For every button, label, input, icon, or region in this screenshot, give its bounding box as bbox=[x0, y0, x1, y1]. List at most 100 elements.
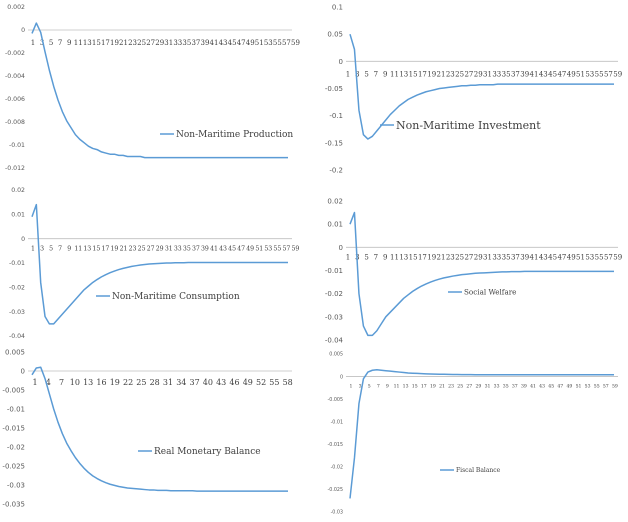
y-tick-label: -0.025 bbox=[2, 462, 25, 470]
x-tick-label: 55 bbox=[269, 378, 279, 387]
y-tick-label: -0.15 bbox=[325, 139, 343, 147]
x-tick-label: 33 bbox=[494, 384, 500, 390]
x-tick-label: 39 bbox=[201, 246, 209, 253]
x-tick-label: 47 bbox=[557, 70, 566, 78]
x-tick-label: 45 bbox=[228, 39, 237, 47]
x-tick-label: 55 bbox=[273, 246, 281, 253]
x-tick-label: 31 bbox=[483, 253, 492, 261]
y-tick-label: 0.02 bbox=[327, 197, 343, 205]
x-tick-label: 33 bbox=[173, 39, 182, 47]
x-tick-label: 1 bbox=[350, 384, 353, 390]
x-tick-label: 17 bbox=[418, 70, 427, 78]
x-tick-label: 3 bbox=[355, 70, 359, 78]
x-tick-label: 49 bbox=[246, 39, 255, 47]
x-tick-label: 57 bbox=[282, 39, 291, 47]
x-tick-label: 1 bbox=[31, 246, 35, 253]
x-tick-label: 41 bbox=[530, 384, 536, 390]
x-tick-label: 53 bbox=[585, 70, 594, 78]
x-tick-label: 43 bbox=[539, 253, 548, 261]
y-tick-label: -0.02 bbox=[9, 285, 25, 292]
x-tick-label: 46 bbox=[229, 378, 239, 387]
x-tick-label: 53 bbox=[264, 39, 273, 47]
x-tick-label: 31 bbox=[164, 39, 173, 47]
x-tick-label: 40 bbox=[203, 378, 213, 387]
x-tick-label: 21 bbox=[439, 384, 445, 390]
x-tick-label: 21 bbox=[437, 253, 446, 261]
x-tick-label: 51 bbox=[576, 384, 582, 390]
chart-panel-social-welfare: 0.020.010-0.01-0.02-0.03-0.041 3 5 7 9 11 13 15… bbox=[325, 197, 622, 344]
y-tick-label: 0.002 bbox=[7, 4, 25, 11]
x-tick-label: 43 bbox=[216, 378, 226, 387]
x-tick-label: 28 bbox=[150, 378, 160, 387]
x-tick-label: 15 bbox=[409, 70, 418, 78]
y-tick-label: -0.006 bbox=[5, 96, 25, 103]
x-tick-label: 11 bbox=[390, 70, 399, 78]
x-tick-label: 1 bbox=[346, 70, 350, 78]
x-tick-label: 7 bbox=[58, 39, 62, 47]
y-tick-label: -0.03 bbox=[325, 313, 343, 321]
x-tick-label: 49 bbox=[567, 70, 576, 78]
y-tick-label: -0.005 bbox=[328, 397, 343, 403]
y-tick-label: -0.03 bbox=[7, 481, 25, 489]
x-tick-label: 9 bbox=[67, 39, 71, 47]
y-tick-label: -0.01 bbox=[9, 142, 25, 149]
x-tick-label: 45 bbox=[548, 384, 554, 390]
x-tick-label: 31 bbox=[165, 246, 173, 253]
x-tick-label: 37 bbox=[511, 70, 520, 78]
x-tick-label: 37 bbox=[191, 39, 200, 47]
x-tick-label: 45 bbox=[548, 70, 557, 78]
x-tick-label: 45 bbox=[228, 246, 236, 253]
y-tick-label: -0.02 bbox=[331, 465, 343, 471]
x-tick-label: 39 bbox=[520, 253, 529, 261]
x-tick-label: 51 bbox=[255, 246, 263, 253]
x-tick-label: 47 bbox=[237, 246, 245, 253]
y-tick-label: -0.004 bbox=[5, 73, 25, 80]
x-tick-label: 13 bbox=[399, 70, 408, 78]
legend-label: Fiscal Balance bbox=[456, 467, 501, 474]
x-tick-label: 25 bbox=[457, 384, 463, 390]
chart-panel-non-maritime-investment: 0.10.050-0.05-0.1-0.15-0.21 3 5 7 9 11 13 15 17 1… bbox=[325, 3, 622, 174]
x-tick-label: 7 bbox=[374, 253, 378, 261]
x-tick-label: 49 bbox=[243, 378, 253, 387]
y-tick-label: 0 bbox=[340, 374, 343, 380]
x-tick-label: 41 bbox=[530, 253, 539, 261]
x-tick-label: 13 bbox=[399, 253, 408, 261]
x-tick-label: 52 bbox=[256, 378, 266, 387]
x-tick-label: 11 bbox=[74, 39, 83, 47]
x-tick-label: 15 bbox=[412, 384, 418, 390]
x-tick-label: 55 bbox=[595, 70, 604, 78]
x-tick-label: 59 bbox=[613, 253, 622, 261]
x-tick-label: 13 bbox=[83, 378, 93, 387]
y-tick-label: -0.01 bbox=[9, 260, 25, 267]
x-tick-label: 43 bbox=[539, 70, 548, 78]
x-tick-label: 37 bbox=[512, 384, 518, 390]
x-tick-label: 7 bbox=[59, 378, 64, 387]
x-tick-label: 39 bbox=[521, 384, 527, 390]
x-tick-label: 33 bbox=[492, 70, 501, 78]
legend-label: Non-Maritime Investment bbox=[396, 119, 541, 132]
x-tick-label: 5 bbox=[364, 70, 368, 78]
y-tick-label: 0.005 bbox=[5, 348, 25, 356]
series-line bbox=[349, 33, 614, 140]
y-tick-label: 0 bbox=[21, 236, 25, 243]
x-tick-label: 39 bbox=[520, 70, 529, 78]
y-tick-label: 0 bbox=[339, 244, 343, 252]
x-tick-label: 53 bbox=[585, 384, 591, 390]
x-tick-label: 47 bbox=[237, 39, 246, 47]
x-tick-label: 37 bbox=[511, 253, 520, 261]
legend-label: Social Welfare bbox=[464, 288, 516, 297]
y-tick-label: -0.03 bbox=[331, 510, 343, 516]
x-tick-label: 34 bbox=[176, 378, 186, 387]
x-tick-label: 41 bbox=[530, 70, 539, 78]
x-tick-label: 43 bbox=[219, 246, 227, 253]
y-tick-label: -0.025 bbox=[328, 487, 343, 493]
x-tick-label: 9 bbox=[383, 70, 387, 78]
y-tick-label: 0.005 bbox=[329, 352, 343, 358]
x-tick-label: 1 bbox=[346, 253, 350, 261]
x-tick-label: 19 bbox=[427, 70, 436, 78]
x-tick-label: 57 bbox=[282, 246, 290, 253]
x-tick-label: 47 bbox=[557, 253, 566, 261]
chart-panel-real-monetary-balance: 0.005 0 -0.005 -0.01 -0.015 -0.02 -0.025 -0.03 -… bbox=[2, 348, 292, 508]
y-tick-label: -0.035 bbox=[2, 500, 25, 508]
x-tick-label: 35 bbox=[183, 246, 191, 253]
